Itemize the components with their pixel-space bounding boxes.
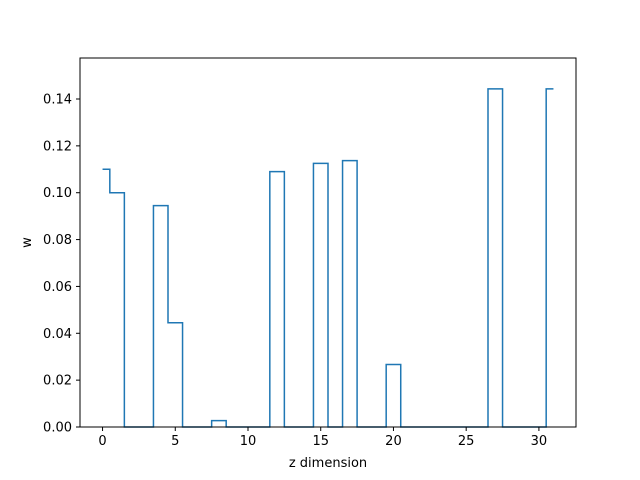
x-tick-label: 20 <box>385 434 402 449</box>
x-axis-ticks: 0 5 10 15 20 25 30 <box>98 427 547 449</box>
y-axis-label: w <box>20 237 35 248</box>
y-tick-label: 0.08 <box>43 233 72 248</box>
y-tick-label: 0.04 <box>43 327 72 342</box>
x-tick-label: 10 <box>240 434 257 449</box>
x-tick-label: 30 <box>531 434 548 449</box>
x-tick-label: 25 <box>458 434 475 449</box>
y-tick-label: 0.10 <box>43 186 72 201</box>
y-tick-label: 0.12 <box>43 139 72 154</box>
y-tick-label: 0.06 <box>43 280 72 295</box>
y-tick-label: 0.00 <box>43 421 72 436</box>
y-tick-label: 0.14 <box>43 93 72 108</box>
y-axis-ticks: 0.00 0.02 0.04 0.06 0.08 0.10 0.12 0.14 <box>43 93 80 436</box>
x-tick-label: 15 <box>312 434 329 449</box>
x-tick-label: 5 <box>171 434 179 449</box>
plot-area: 0 5 10 15 20 25 30 0.00 0.02 0.04 0.06 0.08 0.10 0.1… <box>43 57 577 449</box>
x-axis-label: z dimension <box>289 456 367 471</box>
axes-frame <box>79 57 577 428</box>
y-tick-label: 0.02 <box>43 374 72 389</box>
x-tick-label: 0 <box>98 434 106 449</box>
